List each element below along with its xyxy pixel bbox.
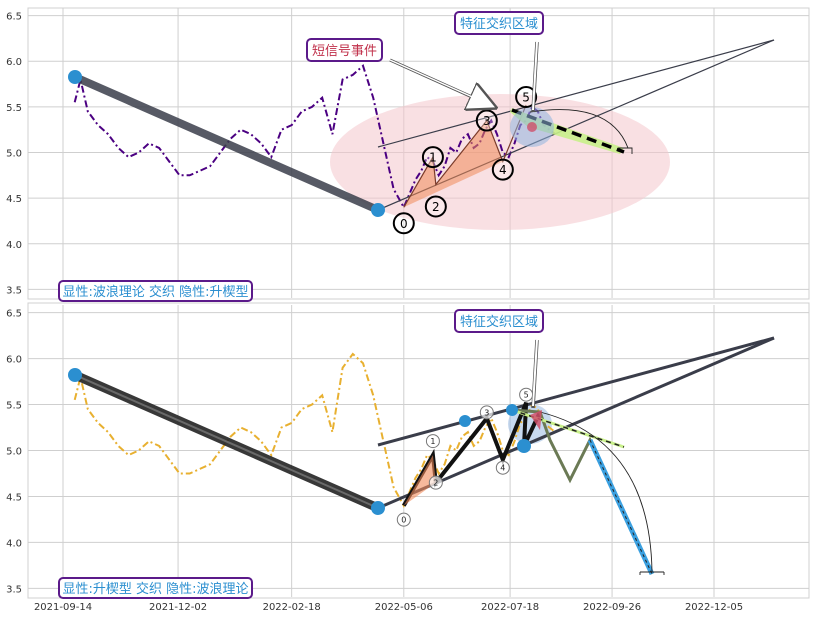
bottom-feature-callout: 特征交织区域 [454,309,544,333]
y-tick-label: 4.5 [6,194,22,205]
top-highlight-dot [527,122,537,132]
wave-label-ring [396,512,411,527]
bottom-wedge-upper [377,336,775,447]
bottom-forecast-dashed-black [511,409,625,448]
bottom-grid [28,305,809,597]
y-tick-label: 4.0 [6,538,22,549]
top-trend-line-down [71,73,382,214]
top-wedge-upper [377,39,775,148]
wave-label-ring [425,434,440,449]
bottom-wave-path [402,401,542,507]
top-signal-arrow-inner [389,59,489,105]
price-line [73,352,556,508]
svg-text:特征交织区域: 特征交织区域 [460,16,538,32]
bottom-projection-arc [539,411,653,573]
svg-text:显性:波浪理论 交织 隐性:升楔型: 显性:波浪理论 交织 隐性:升楔型 [62,284,248,300]
x-tick-label: 2022-05-06 [375,602,433,613]
top-feature-callout: 特征交织区域 [454,11,544,35]
top-signal-callout: 短信号事件 [306,38,383,62]
wave-label-ring [424,195,447,218]
wave-label-ring [479,405,494,420]
wave-fill-area [403,455,436,506]
bottom-last-dot [517,439,531,453]
bottom-explicit-callout: 显性:升楔型 交织 隐性:波浪理论 [58,577,253,599]
y-tick-label: 6.0 [6,355,22,366]
y-tick-label: 5.5 [6,401,22,412]
x-tick-label: 2022-09-26 [583,602,641,613]
top-projection-arc [529,109,629,149]
bottom-wedge-lower [377,336,775,510]
top-explicit-callout: 显性:波浪理论 交织 隐性:升楔型 [58,280,253,302]
svg-text:短信号事件: 短信号事件 [312,44,377,59]
top-panel: 3.5 4.0 4.5 5.0 5.5 6.0 6.5 0 1 2 3 4 5 [6,7,810,302]
wave-label-text: 0 [401,516,406,525]
wave-label-text: 4 [499,163,507,177]
top-feature-arrow-inner [532,41,538,111]
y-tick-label: 4.0 [6,240,22,251]
wave-label-text: 2 [432,200,440,214]
bottom-x-axis-ticks: 2021-09-14 2021-12-02 2022-02-18 2022-05-06… [34,602,743,613]
svg-text:显性:升楔型 交织 隐性:波浪理论: 显性:升楔型 交织 隐性:波浪理论 [62,581,248,597]
x-tick-label: 2022-12-05 [685,602,743,613]
wave-label-text: 3 [484,408,489,417]
wave-label-ring [491,158,514,181]
price-line [73,64,556,210]
wave-label-text: 1 [429,151,437,165]
wave-label-text: 3 [483,114,491,128]
bottom-panel: 3.5 4.0 4.5 5.0 5.5 6.0 6.5 2021-09-14 2021-12-… [6,302,810,613]
x-tick-label: 2021-09-14 [34,602,92,613]
bottom-projection-blue-dash [589,439,653,575]
y-tick-label: 4.5 [6,492,22,503]
bottom-wave3-dot [459,415,471,427]
x-tick-label: 2021-12-02 [149,602,207,613]
wave-label-text: 1 [430,437,435,446]
wave-label-text: 0 [400,217,408,231]
wave-label-ring [495,460,510,475]
y-tick-label: 5.0 [6,447,22,458]
bottom-trend-line-down-core [74,374,379,509]
wave-label-text: 2 [433,479,438,488]
svg-text:特征交织区域: 特征交织区域 [460,314,538,330]
bottom-price-series [73,352,556,508]
top-y-axis-ticks: 3.5 4.0 4.5 5.0 5.5 6.0 6.5 [6,12,22,297]
wave-label-ring [515,86,538,109]
wave-label-ring [421,146,444,169]
wave-label-text: 5 [524,391,529,400]
top-price-series [73,64,556,210]
y-tick-label: 5.5 [6,103,22,114]
bottom-feature-arrow-inner [532,339,538,407]
bottom-y-axis-ticks: 3.5 4.0 4.5 5.0 5.5 6.0 6.5 [6,309,22,596]
wave-fill-area [403,120,503,208]
y-tick-label: 6.0 [6,57,22,68]
top-wave-labels: 0 1 2 3 4 5 [392,86,538,235]
bottom-wave5-dot [506,404,518,416]
y-tick-label: 3.5 [6,584,22,595]
wave-label-ring [428,475,443,490]
top-start-dot [68,70,82,84]
y-tick-label: 6.5 [6,12,22,23]
top-wave0-dot [371,203,385,217]
wave-label-ring [392,212,415,235]
top-projection-bracket [618,147,633,154]
wave-label-text: 4 [500,464,505,473]
bottom-wave0-dot [371,501,385,515]
wave-label-text: 5 [522,91,530,105]
y-tick-label: 6.5 [6,309,22,320]
x-tick-label: 2022-07-18 [481,602,539,613]
y-tick-label: 5.0 [6,149,22,160]
bottom-start-dot [68,368,82,382]
y-tick-label: 3.5 [6,285,22,296]
x-tick-label: 2022-02-18 [263,602,321,613]
bottom-projection-bracket [639,571,665,575]
bottom-red-marker [530,410,542,430]
